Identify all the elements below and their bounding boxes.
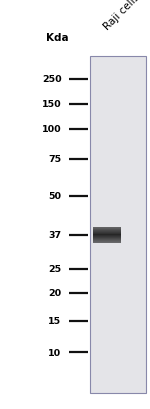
Text: 15: 15 — [48, 317, 62, 326]
Text: Raji cells: Raji cells — [102, 0, 142, 31]
Text: 100: 100 — [42, 125, 61, 134]
Text: 150: 150 — [42, 100, 61, 109]
Text: 250: 250 — [42, 75, 61, 84]
Text: 25: 25 — [48, 265, 62, 274]
Text: 10: 10 — [48, 348, 62, 357]
Text: 20: 20 — [48, 289, 62, 298]
Bar — [90, 57, 146, 393]
Text: 37: 37 — [48, 231, 62, 240]
Text: 75: 75 — [48, 155, 62, 164]
Text: 50: 50 — [48, 192, 62, 201]
Text: Kda: Kda — [46, 33, 68, 43]
